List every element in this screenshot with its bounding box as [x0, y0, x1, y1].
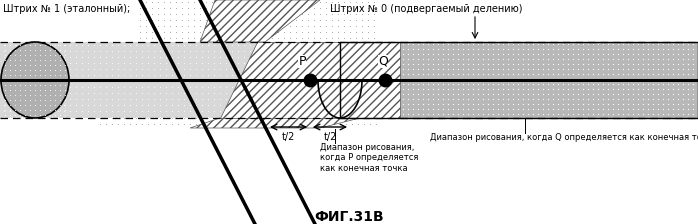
Text: Штрих № 0 (подвергаемый делению): Штрих № 0 (подвергаемый делению)	[330, 4, 523, 14]
Text: ФИГ.31В: ФИГ.31В	[314, 210, 384, 224]
Polygon shape	[220, 42, 400, 118]
Polygon shape	[200, 0, 320, 42]
Text: t/2: t/2	[323, 132, 336, 142]
Bar	[0, 42, 340, 118]
Text: t/2: t/2	[282, 132, 295, 142]
Text: Диапазон рисования, когда Q определяется как конечная точка: Диапазон рисования, когда Q определяется…	[430, 133, 698, 142]
Text: Диапазон рисования,
когда P определяется
как конечная точка: Диапазон рисования, когда P определяется…	[320, 143, 418, 173]
Polygon shape	[190, 118, 360, 128]
Text: Штрих № 1 (эталонный);: Штрих № 1 (эталонный);	[3, 4, 131, 14]
Text: Q: Q	[378, 55, 388, 68]
Text: P: P	[298, 55, 306, 68]
Ellipse shape	[1, 42, 69, 118]
Bar	[340, 42, 698, 118]
Bar	[340, 42, 698, 118]
